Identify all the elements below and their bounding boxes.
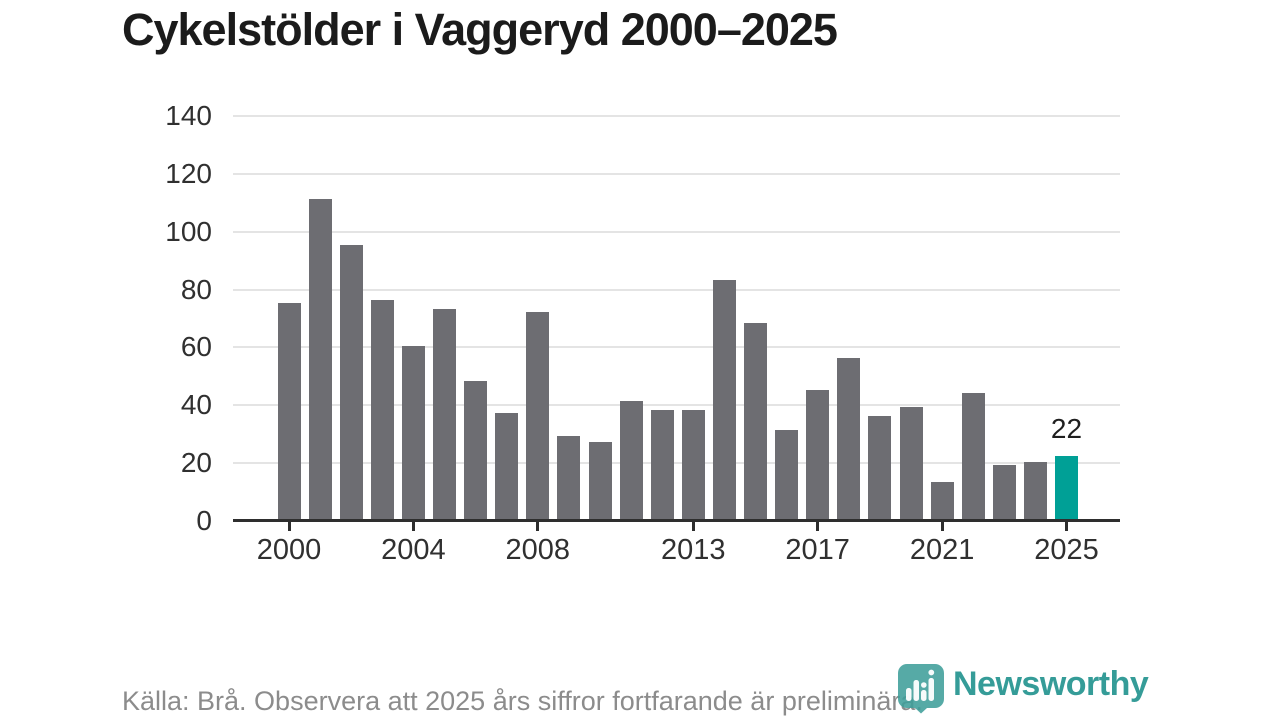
x-tick-2008: [536, 522, 540, 531]
y-tick-label-20: 20: [180, 447, 212, 479]
x-tick-2000: [287, 522, 291, 531]
x-axis-line: [233, 519, 1120, 522]
gridline-140: [233, 115, 1120, 117]
x-tick-2017: [816, 522, 820, 531]
y-tick-label-80: 80: [180, 273, 212, 305]
bar-2003: [370, 300, 394, 520]
bar-2014: [712, 280, 736, 520]
gridline-80: [233, 288, 1120, 291]
bar-2017: [806, 390, 830, 520]
bar-2002: [339, 245, 363, 520]
x-tick-2004: [411, 522, 415, 531]
bar-2009: [557, 436, 581, 520]
x-tick-label-2013: 2013: [661, 534, 726, 566]
gridline-40: [233, 404, 1120, 407]
bar-2025: [1055, 456, 1078, 520]
bar-2024: [1023, 462, 1047, 520]
bar-2005: [433, 309, 456, 520]
bar-2000: [277, 303, 301, 520]
x-tick-label-2004: 2004: [381, 534, 446, 566]
y-tick-label-120: 120: [165, 157, 212, 189]
newsworthy-bubble-chart-icon: [898, 664, 944, 714]
y-tick-label-40: 40: [180, 389, 212, 421]
x-tick-label-2008: 2008: [505, 534, 571, 566]
bar-2018: [837, 358, 861, 520]
bar-2019: [868, 416, 892, 520]
bar-2011: [619, 401, 643, 520]
x-tick-label-2017: 2017: [785, 534, 850, 566]
x-tick-label-2025: 2025: [1034, 534, 1099, 566]
bar-2022: [961, 393, 985, 520]
x-tick-2013: [691, 522, 695, 531]
highlight-value-label: 22: [1050, 413, 1083, 444]
x-tick-2025: [1065, 522, 1068, 531]
chart-title: Cykelstölder i Vaggeryd 2000–2025: [122, 4, 838, 55]
newsworthy-logo: Newsworthy: [897, 663, 1149, 714]
bar-2021: [930, 482, 954, 520]
bar-2006: [464, 381, 488, 520]
bar-2013: [681, 410, 705, 520]
bar-2012: [650, 410, 674, 520]
x-tick-2021: [940, 522, 944, 531]
y-tick-label-0: 0: [196, 505, 212, 536]
newsworthy-wordmark: Newsworthy: [953, 665, 1149, 703]
y-tick-label-140: 140: [165, 100, 212, 131]
gridline-20: [233, 462, 1120, 465]
bar-2023: [992, 465, 1016, 520]
bar-2016: [775, 430, 799, 520]
bar-2004: [401, 346, 425, 520]
bar-2007: [495, 413, 519, 520]
x-tick-label-2000: 2000: [256, 534, 322, 566]
y-tick-label-100: 100: [165, 215, 212, 247]
bar-2015: [744, 323, 767, 520]
y-tick-label-60: 60: [180, 331, 212, 363]
gridline-60: [233, 346, 1120, 349]
bar-2010: [588, 442, 612, 520]
source-note: Källa: Brå. Observera att 2025 års siffr…: [122, 686, 923, 716]
bar-2020: [899, 407, 923, 520]
gridline-120: [233, 172, 1120, 175]
x-tick-label-2021: 2021: [909, 534, 975, 566]
bar-2008: [526, 312, 550, 520]
gridline-100: [233, 230, 1120, 233]
bar-2001: [308, 199, 332, 520]
